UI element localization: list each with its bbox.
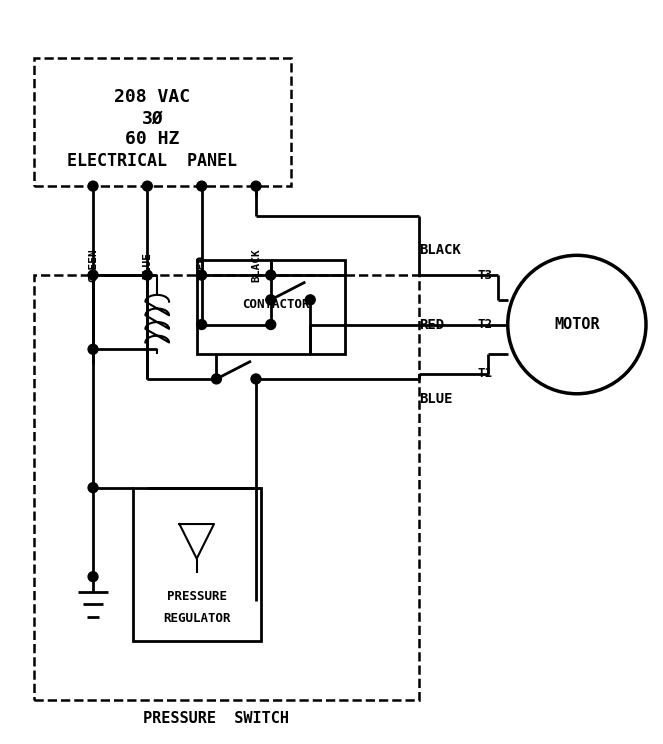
Text: RED: RED [419,318,444,332]
Text: 208 VAC: 208 VAC [114,88,190,106]
Text: 60 HZ: 60 HZ [125,129,180,147]
Text: BLUE: BLUE [419,391,452,405]
Circle shape [88,270,98,280]
Text: T1: T1 [478,368,493,380]
Circle shape [251,374,261,384]
Circle shape [266,320,276,330]
Circle shape [88,571,98,582]
Text: T3: T3 [478,269,493,281]
Text: REGULATOR: REGULATOR [163,612,231,625]
Circle shape [143,181,152,191]
Text: 3Ø: 3Ø [141,110,163,128]
Circle shape [266,295,276,305]
Circle shape [197,320,207,330]
Text: MOTOR: MOTOR [554,317,600,332]
Circle shape [251,181,261,191]
Text: BLACK: BLACK [251,248,261,282]
Bar [197,260,345,354]
Bar [34,275,419,700]
Bar [133,487,261,641]
Circle shape [88,181,98,191]
Text: T2: T2 [478,318,493,331]
Circle shape [197,270,207,280]
Bar [34,57,290,186]
Text: PRESSURE  SWITCH: PRESSURE SWITCH [143,711,290,725]
Text: BLUE: BLUE [143,251,152,279]
Circle shape [211,374,221,384]
Text: BLACK: BLACK [419,243,461,257]
Circle shape [143,270,152,280]
Text: CONTACTOR: CONTACTOR [242,298,310,311]
Circle shape [88,483,98,493]
Text: PRESSURE: PRESSURE [166,590,227,603]
Text: ELECTRICAL  PANEL: ELECTRICAL PANEL [67,153,237,170]
Circle shape [88,344,98,354]
Text: RED: RED [197,255,207,275]
Circle shape [266,270,276,280]
Circle shape [197,181,207,191]
Circle shape [306,295,315,305]
Text: GREEN: GREEN [88,248,98,282]
